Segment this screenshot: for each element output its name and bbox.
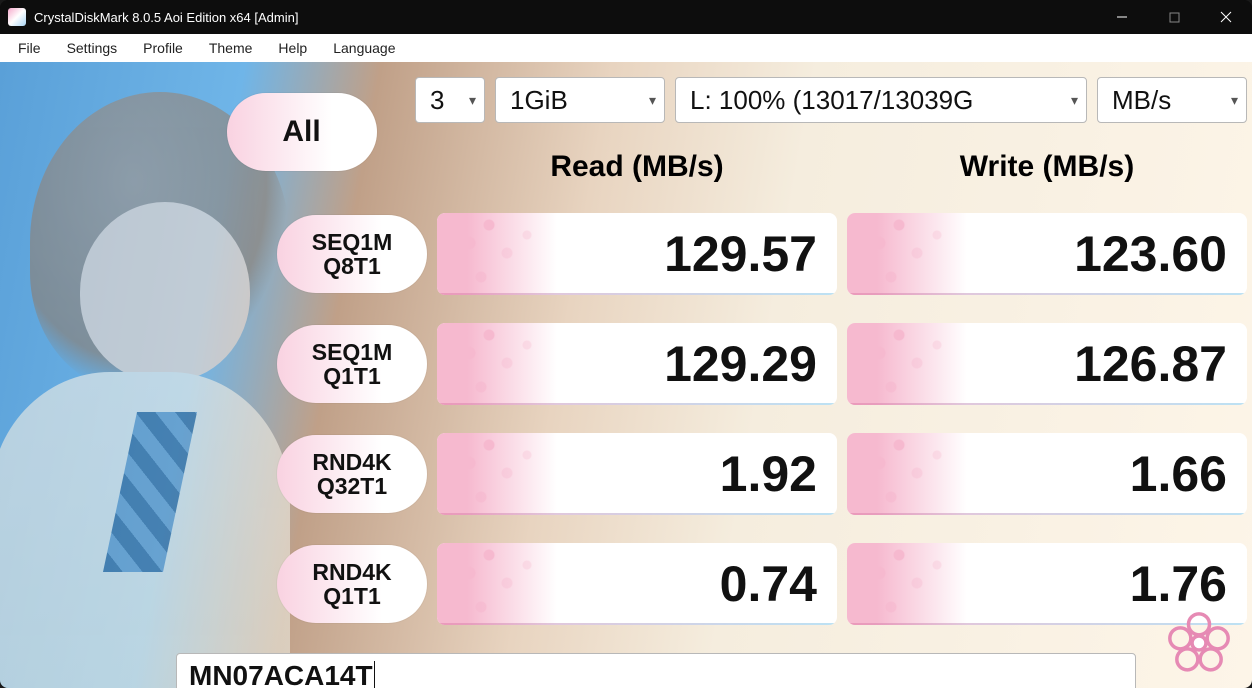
test-button-rnd4k-q1t1[interactable]: RND4K Q1T1 (277, 545, 427, 623)
menubar: File Settings Profile Theme Help Languag… (0, 34, 1252, 62)
test-label-line2: Q8T1 (323, 254, 381, 278)
benchmark-grid: All 3 ▾ 1GiB ▾ L: 100% (13017/13039G ▾ M… (16, 76, 1236, 688)
write-value-2: 1.66 (847, 433, 1247, 515)
run-all-button[interactable]: All (227, 93, 377, 171)
chevron-down-icon: ▾ (649, 92, 656, 109)
menu-theme[interactable]: Theme (197, 38, 265, 58)
close-icon (1220, 11, 1232, 23)
maximize-button[interactable] (1148, 0, 1200, 34)
test-label-line2: Q32T1 (317, 474, 387, 498)
size-select[interactable]: 1GiB ▾ (495, 77, 665, 123)
test-label-line1: RND4K (312, 560, 391, 584)
drive-value: L: 100% (13017/13039G (690, 85, 973, 116)
menu-profile[interactable]: Profile (131, 38, 195, 58)
test-label-line1: SEQ1M (312, 230, 393, 254)
model-input[interactable]: MN07ACA14T (176, 653, 1136, 688)
client-area: All 3 ▾ 1GiB ▾ L: 100% (13017/13039G ▾ M… (0, 62, 1252, 688)
minimize-icon (1116, 11, 1128, 23)
test-button-rnd4k-q32t1[interactable]: RND4K Q32T1 (277, 435, 427, 513)
test-button-seq1m-q1t1[interactable]: SEQ1M Q1T1 (277, 325, 427, 403)
test-label-line2: Q1T1 (323, 584, 381, 608)
read-value-1: 129.29 (437, 323, 837, 405)
write-value-1: 126.87 (847, 323, 1247, 405)
text-caret (374, 661, 375, 688)
test-button-seq1m-q8t1[interactable]: SEQ1M Q8T1 (277, 215, 427, 293)
drive-select[interactable]: L: 100% (13017/13039G ▾ (675, 77, 1087, 123)
maximize-icon (1169, 12, 1180, 23)
header-write: Write (MB/s) (847, 150, 1247, 184)
app-icon (8, 8, 26, 26)
test-label-line1: SEQ1M (312, 340, 393, 364)
minimize-button[interactable] (1096, 0, 1148, 34)
runs-select[interactable]: 3 ▾ (415, 77, 485, 123)
runs-value: 3 (430, 85, 444, 116)
read-value-2: 1.92 (437, 433, 837, 515)
close-button[interactable] (1200, 0, 1252, 34)
read-value-0: 129.57 (437, 213, 837, 295)
unit-value: MB/s (1112, 85, 1171, 116)
chevron-down-icon: ▾ (1071, 92, 1078, 109)
test-label-line2: Q1T1 (323, 364, 381, 388)
chevron-down-icon: ▾ (469, 92, 476, 109)
chevron-down-icon: ▾ (1231, 92, 1238, 109)
menu-help[interactable]: Help (266, 38, 319, 58)
menu-language[interactable]: Language (321, 38, 407, 58)
titlebar[interactable]: CrystalDiskMark 8.0.5 Aoi Edition x64 [A… (0, 0, 1252, 34)
model-text: MN07ACA14T (189, 660, 373, 688)
header-read: Read (MB/s) (437, 150, 837, 184)
menu-file[interactable]: File (6, 38, 53, 58)
theme-logo-icon (1164, 608, 1234, 678)
test-label-line1: RND4K (312, 450, 391, 474)
unit-select[interactable]: MB/s ▾ (1097, 77, 1247, 123)
write-value-0: 123.60 (847, 213, 1247, 295)
window-controls (1096, 0, 1252, 34)
menu-settings[interactable]: Settings (55, 38, 130, 58)
size-value: 1GiB (510, 85, 568, 116)
window-title: CrystalDiskMark 8.0.5 Aoi Edition x64 [A… (34, 10, 1096, 25)
app-window: CrystalDiskMark 8.0.5 Aoi Edition x64 [A… (0, 0, 1252, 688)
read-value-3: 0.74 (437, 543, 837, 625)
